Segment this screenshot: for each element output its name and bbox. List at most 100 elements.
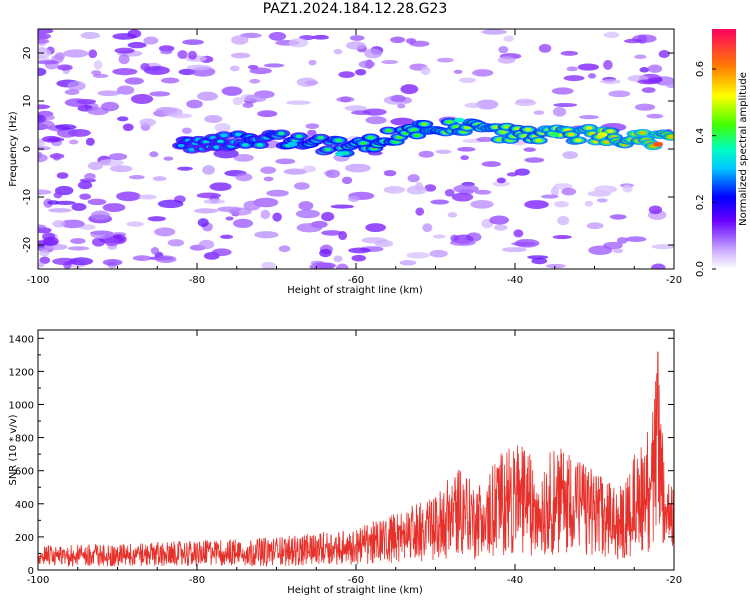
noise-blob bbox=[305, 123, 320, 129]
noise-blob bbox=[457, 146, 476, 152]
noise-blob bbox=[540, 194, 559, 199]
ridge-blob bbox=[317, 135, 325, 140]
ridge-blob bbox=[234, 132, 242, 137]
noise-blob bbox=[524, 200, 549, 209]
ridge-blob bbox=[202, 140, 210, 144]
noise-blob bbox=[203, 198, 225, 205]
noise-blob bbox=[422, 223, 433, 233]
noise-blob bbox=[560, 50, 579, 56]
ridge-blob bbox=[216, 139, 224, 144]
noise-blob bbox=[177, 166, 193, 171]
noise-blob bbox=[553, 200, 570, 208]
noise-blob bbox=[268, 31, 287, 41]
noise-blob bbox=[149, 91, 171, 97]
noise-blob bbox=[221, 86, 243, 96]
noise-blob bbox=[333, 255, 343, 263]
colorbar-tick-label: 0.2 bbox=[695, 194, 706, 210]
noise-blob bbox=[651, 263, 666, 269]
noise-blob bbox=[38, 153, 48, 163]
spectrogram-xlabel: Height of straight line (km) bbox=[287, 285, 423, 296]
noise-blob bbox=[390, 94, 406, 103]
noise-blob bbox=[545, 263, 566, 269]
noise-blob bbox=[616, 237, 628, 244]
noise-blob bbox=[197, 218, 209, 227]
ridge-blob bbox=[395, 135, 403, 139]
noise-blob bbox=[122, 123, 134, 132]
noise-blob bbox=[612, 248, 624, 254]
noise-blob bbox=[639, 67, 650, 73]
noise-blob bbox=[242, 102, 254, 108]
noise-blob bbox=[39, 256, 51, 264]
noise-blob bbox=[374, 239, 394, 248]
noise-blob bbox=[415, 181, 424, 192]
noise-blob bbox=[513, 229, 524, 238]
x-tick-label: -80 bbox=[189, 575, 205, 586]
noise-blob bbox=[71, 202, 87, 212]
ridge-blob bbox=[639, 131, 647, 135]
noise-blob bbox=[178, 68, 196, 76]
noise-blob bbox=[450, 239, 476, 246]
noise-blob bbox=[498, 46, 509, 54]
noise-blob bbox=[161, 77, 180, 84]
x-tick-label: -20 bbox=[666, 275, 682, 286]
noise-blob bbox=[399, 260, 417, 266]
noise-blob bbox=[116, 85, 135, 95]
noise-blob bbox=[420, 66, 431, 76]
noise-blob bbox=[433, 234, 446, 239]
ridge-blob bbox=[567, 132, 575, 137]
noise-blob bbox=[596, 198, 608, 203]
noise-blob bbox=[305, 80, 319, 86]
noise-blob bbox=[38, 141, 46, 147]
noise-blob bbox=[646, 113, 664, 119]
noise-blob bbox=[182, 39, 204, 45]
noise-blob bbox=[230, 52, 251, 59]
noise-blob bbox=[381, 60, 399, 65]
noise-blob bbox=[102, 203, 126, 212]
peak-blob bbox=[335, 151, 346, 157]
noise-blob bbox=[347, 195, 360, 202]
noise-blob bbox=[351, 254, 366, 262]
noise-blob bbox=[348, 247, 371, 254]
noise-blob bbox=[209, 182, 232, 191]
noise-blob bbox=[102, 259, 123, 266]
noise-blob bbox=[56, 127, 78, 138]
ridge-blob bbox=[667, 135, 674, 139]
noise-blob bbox=[77, 181, 93, 190]
ridge-blob bbox=[585, 126, 593, 130]
ridge-blob bbox=[420, 122, 428, 126]
noise-blob bbox=[150, 246, 160, 255]
noise-blob bbox=[167, 239, 185, 247]
noise-blob bbox=[232, 218, 254, 228]
noise-blob bbox=[108, 153, 128, 161]
ridge-blob bbox=[524, 127, 532, 132]
noise-blob bbox=[658, 50, 670, 59]
spectrogram-ylabel: Frequency (Hz) bbox=[8, 111, 19, 187]
noise-blob bbox=[622, 184, 633, 193]
noise-blob bbox=[272, 212, 282, 222]
noise-blob bbox=[143, 66, 170, 75]
noise-blob bbox=[400, 84, 419, 95]
ridge-blob bbox=[256, 143, 264, 147]
noise-blob bbox=[666, 83, 674, 89]
noise-blob bbox=[38, 46, 48, 52]
noise-blob bbox=[129, 174, 145, 180]
noise-blob bbox=[90, 230, 114, 239]
ridge-blob bbox=[492, 125, 500, 129]
noise-blob bbox=[55, 124, 77, 130]
noise-blob bbox=[345, 41, 366, 50]
noise-blob bbox=[609, 214, 627, 220]
noise-blob bbox=[603, 31, 620, 38]
noise-blob bbox=[52, 219, 65, 228]
noise-blob bbox=[550, 186, 559, 197]
noise-blob bbox=[338, 71, 355, 78]
noise-blob bbox=[492, 180, 510, 187]
noise-blob bbox=[298, 201, 314, 211]
ridge-blob bbox=[445, 120, 453, 124]
noise-blob bbox=[625, 236, 647, 243]
peak-blob bbox=[454, 117, 465, 123]
noise-blob bbox=[429, 249, 448, 258]
noise-blob bbox=[38, 261, 45, 268]
noise-blob bbox=[117, 116, 129, 122]
